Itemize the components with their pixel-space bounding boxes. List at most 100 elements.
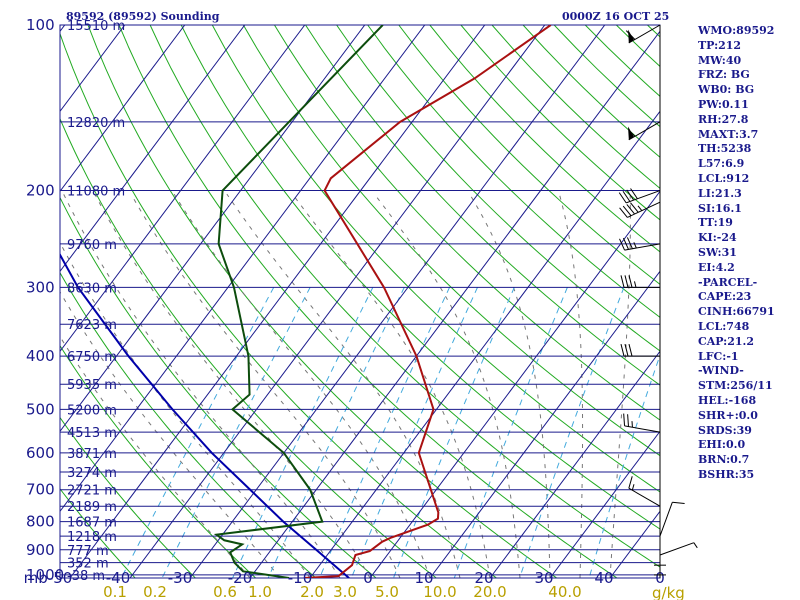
pressure-tick-label: 600 xyxy=(26,444,55,462)
pressure-tick-label: 100 xyxy=(26,16,55,34)
isobars xyxy=(60,25,660,576)
mixing-ratio-label: 0.2 xyxy=(143,583,167,600)
moist-adiabat-line xyxy=(374,193,521,578)
height-label: 5935 m xyxy=(67,378,117,393)
sounding-index: SI:16.1 xyxy=(698,201,742,215)
wind-barb-flag xyxy=(619,207,628,218)
wind-barb xyxy=(619,201,661,218)
wind-barb-flag xyxy=(622,237,629,250)
wind-barb-flag xyxy=(624,275,629,288)
wind-barb xyxy=(618,188,661,204)
dry-adiabat-line xyxy=(274,25,660,421)
pressure-tick-label: 200 xyxy=(26,182,55,200)
mixing-ratio-label: 20.0 xyxy=(473,583,506,600)
sounding-index: STM:256/11 xyxy=(698,379,773,393)
sounding-indices-panel: WMO:89592 TP:212 MW:40 FRZ: BG WB0: BG PW:0.1… xyxy=(698,24,775,483)
mixing-ratio-label: 5.0 xyxy=(375,583,399,600)
wind-barb-half-flag xyxy=(633,242,637,249)
wind-barb xyxy=(620,275,660,288)
height-label: -38 m xyxy=(67,569,105,584)
height-label: 352 m xyxy=(67,557,109,572)
moist-adiabat-line xyxy=(94,193,371,578)
mixing-ratio-label: 10.0 xyxy=(423,583,456,600)
wind-barb-flag xyxy=(618,192,627,204)
wind-barb-flag xyxy=(622,205,632,217)
isotherm-line xyxy=(549,430,660,578)
dry-adiabat-line xyxy=(60,416,196,578)
station-title: 89592 (89592) Sounding xyxy=(66,10,220,23)
isotherm-line xyxy=(0,25,5,578)
mixing-ratio-line xyxy=(319,287,450,578)
height-label: 12820 m xyxy=(67,116,125,131)
pressure-tick-label: 300 xyxy=(26,278,55,296)
isotherms xyxy=(0,25,660,578)
temperature-tick-label: 20 xyxy=(474,569,493,587)
dry-adiabat-line xyxy=(60,196,377,578)
sounding-index: SW:31 xyxy=(698,245,737,259)
parcel-path xyxy=(60,252,350,578)
wind-barb xyxy=(659,542,698,556)
sounding-index: CAP:21.2 xyxy=(698,334,755,348)
sounding-index: CAPE:23 xyxy=(698,290,752,304)
mixing-ratio-line xyxy=(267,287,405,578)
wind-barb-flag xyxy=(628,343,633,357)
mixing-ratio-line xyxy=(161,287,311,578)
dry-adiabat-line xyxy=(398,25,660,285)
height-label: 777 m xyxy=(67,544,109,559)
isotherm-line xyxy=(189,25,606,578)
moist-adiabat-line xyxy=(130,193,401,578)
sounding-index: HEL:-168 xyxy=(698,393,757,407)
wind-barb-flag xyxy=(625,30,636,40)
sounding-index: MAXT:3.7 xyxy=(698,127,759,141)
wind-barb-flag xyxy=(624,343,629,357)
wind-barb-flag xyxy=(672,501,685,505)
pressure-tick-labels: 100 200 300 400 500 600 700 800 900 1000 xyxy=(26,16,64,584)
wind-barb-flag xyxy=(620,275,625,288)
height-label: 7623 m xyxy=(67,318,117,333)
wind-barb-flag xyxy=(623,413,626,426)
sounding-index: LFC:-1 xyxy=(698,349,739,363)
wind-barb-flag xyxy=(628,275,633,288)
wind-barb-staff xyxy=(624,243,661,251)
sounding-index: TT:19 xyxy=(698,216,733,230)
mixing-ratio-label: 0.1 xyxy=(103,583,127,600)
sounding-index: EHI:0.0 xyxy=(698,438,746,452)
height-label: 6750 m xyxy=(67,350,117,365)
temperature-tick-label: 40 xyxy=(594,569,613,587)
wind-barb-flag xyxy=(630,202,639,213)
sounding-index: EI:4.2 xyxy=(698,260,735,274)
dry-adiabat-line xyxy=(305,25,660,386)
moist-adiabats xyxy=(60,193,631,578)
isotherm-line xyxy=(489,350,660,578)
dry-adiabat-line xyxy=(87,25,558,578)
mixing-ratio-line xyxy=(453,287,568,578)
wind-barb-staff xyxy=(628,487,661,507)
sounding-index: -WIND- xyxy=(698,364,744,378)
sounding-index: SRDS:39 xyxy=(698,423,752,437)
temperature-tick-label: 0 xyxy=(363,569,373,587)
mixing-ratio-labels: 0.1 0.2 0.6 1.0 2.0 3.0 5.0 10.0 20.0 40.0 xyxy=(103,583,582,600)
sounding-index: MW:40 xyxy=(698,53,742,67)
dry-adiabat-line xyxy=(60,271,317,578)
pressure-tick-label: 800 xyxy=(26,513,55,531)
mixing-ratio-label: 1.0 xyxy=(248,583,272,600)
wind-barb xyxy=(628,476,661,507)
wind-barb-pennant xyxy=(628,126,635,140)
moist-adiabat-line xyxy=(609,194,631,578)
moist-adiabat-line xyxy=(60,290,281,578)
height-label: 3274 m xyxy=(67,466,117,481)
sounding-index: FRZ: BG xyxy=(698,68,750,82)
sounding-index: BRN:0.7 xyxy=(698,453,750,467)
wind-barb-flag xyxy=(626,189,635,201)
isotherm-line xyxy=(249,30,660,578)
moist-adiabat-line xyxy=(60,335,251,578)
wind-barb xyxy=(623,413,661,433)
datetime-label: 0000Z 16 OCT 25 xyxy=(562,10,669,23)
temperature-line xyxy=(303,25,552,578)
sounding-index: LCL:912 xyxy=(698,171,750,185)
wind-barb-flag xyxy=(628,476,633,489)
wind-barb-flag xyxy=(627,414,629,427)
wind-barb-flag xyxy=(620,343,625,357)
parcel-line xyxy=(60,252,350,578)
